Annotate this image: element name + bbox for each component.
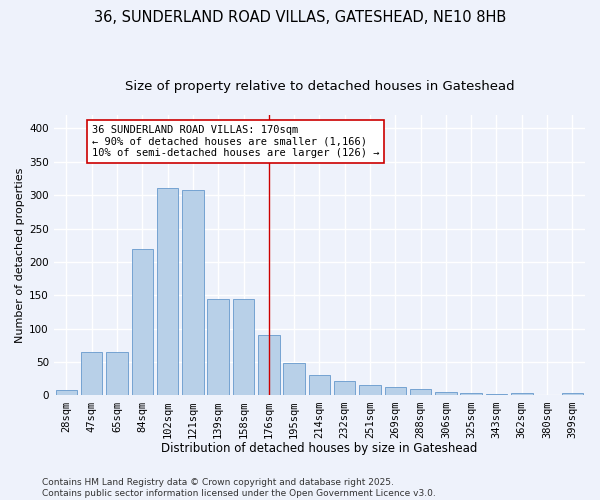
Y-axis label: Number of detached properties: Number of detached properties [15,168,25,343]
Bar [131,248,153,396]
Bar [511,394,533,396]
Bar [410,389,431,396]
X-axis label: Distribution of detached houses by size in Gateshead: Distribution of detached houses by size … [161,442,478,455]
Bar [81,352,103,396]
Bar [182,190,203,396]
Bar [56,390,77,396]
Text: 36, SUNDERLAND ROAD VILLAS, GATESHEAD, NE10 8HB: 36, SUNDERLAND ROAD VILLAS, GATESHEAD, N… [94,10,506,25]
Bar [283,364,305,396]
Bar [308,376,330,396]
Bar [435,392,457,396]
Bar [385,388,406,396]
Text: 36 SUNDERLAND ROAD VILLAS: 170sqm
← 90% of detached houses are smaller (1,166)
1: 36 SUNDERLAND ROAD VILLAS: 170sqm ← 90% … [92,125,379,158]
Bar [106,352,128,396]
Bar [157,188,178,396]
Bar [359,386,381,396]
Bar [536,395,558,396]
Bar [334,381,355,396]
Text: Contains HM Land Registry data © Crown copyright and database right 2025.
Contai: Contains HM Land Registry data © Crown c… [42,478,436,498]
Bar [562,394,583,396]
Bar [233,298,254,396]
Bar [258,336,280,396]
Bar [460,393,482,396]
Title: Size of property relative to detached houses in Gateshead: Size of property relative to detached ho… [125,80,514,93]
Bar [208,298,229,396]
Bar [486,394,507,396]
